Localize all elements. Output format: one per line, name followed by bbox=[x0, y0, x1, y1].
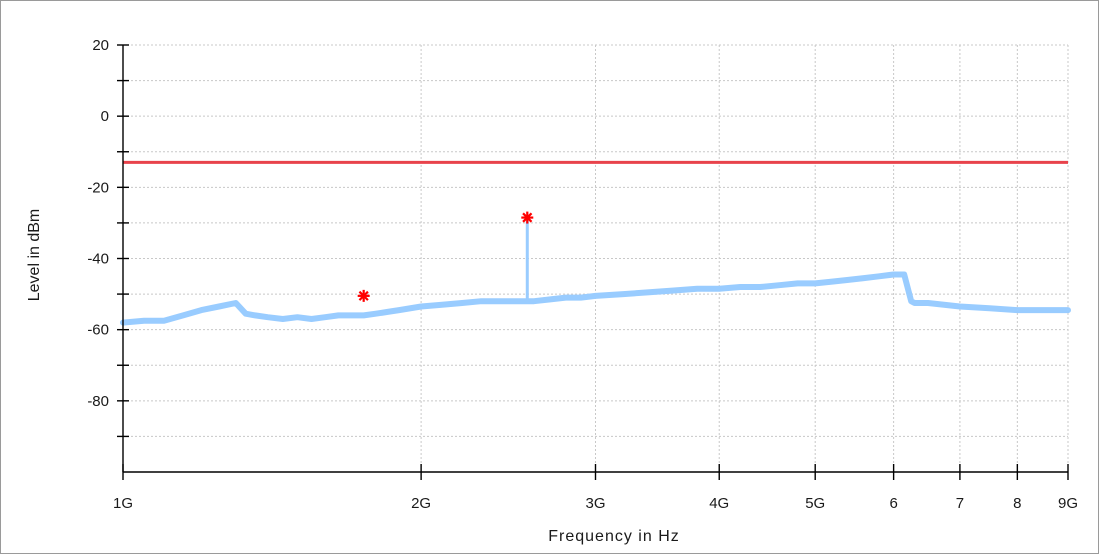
x-tick-label: 9G bbox=[1058, 495, 1078, 512]
spectrum-trace bbox=[120, 271, 1071, 326]
y-tick-label: 20 bbox=[92, 37, 109, 54]
peak-marker-stroke bbox=[522, 212, 533, 223]
x-axis-title: Frequency in Hz bbox=[548, 528, 680, 545]
x-tick-label: 8 bbox=[1013, 495, 1021, 512]
peak-marker bbox=[357, 289, 370, 302]
x-tick-label: 3G bbox=[585, 495, 605, 512]
data-layer bbox=[120, 160, 1071, 326]
x-tick-label: 5G bbox=[805, 495, 825, 512]
y-tick-label: -60 bbox=[87, 322, 109, 339]
peak-marker bbox=[521, 211, 534, 224]
x-tick-label: 7 bbox=[956, 495, 964, 512]
y-tick-label: -20 bbox=[87, 179, 109, 196]
axis-layer bbox=[117, 44, 1069, 480]
peak-marker-stroke bbox=[358, 290, 369, 301]
x-tick-label: 4G bbox=[709, 495, 729, 512]
y-tick-label: 0 bbox=[101, 108, 109, 125]
y-axis-title: Level in dBm bbox=[26, 209, 43, 302]
label-layer: 20 0 -20 -40 -60 -80 1G 2G 3G 4G 5G 6 7 8 9G bbox=[87, 37, 1078, 512]
x-tick-label: 2G bbox=[411, 495, 431, 512]
x-tick-label: 1G bbox=[113, 495, 133, 512]
x-tick-label: 6 bbox=[889, 495, 897, 512]
y-tick-label: -80 bbox=[87, 393, 109, 410]
y-tick-label: -40 bbox=[87, 251, 109, 268]
grid-layer bbox=[123, 44, 1069, 472]
